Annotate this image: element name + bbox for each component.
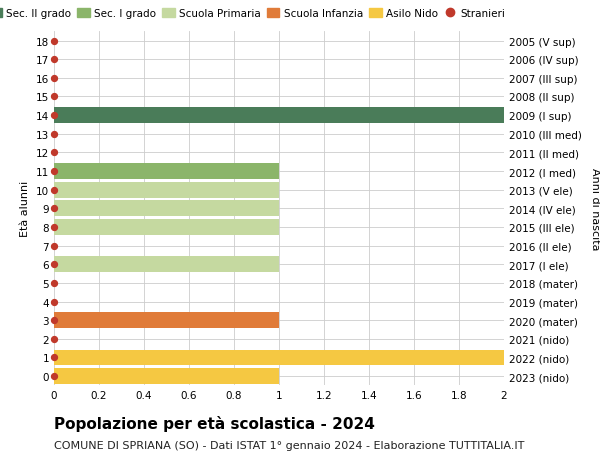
Bar (54, 108, 504, 124)
Point (49, 224, 59, 231)
Bar (54, 219, 279, 235)
Y-axis label: Anni di nascita: Anni di nascita (590, 168, 600, 250)
Bar (54, 164, 279, 179)
Text: COMUNE DI SPRIANA (SO) - Dati ISTAT 1° gennaio 2024 - Elaborazione TUTTITALIA.IT: COMUNE DI SPRIANA (SO) - Dati ISTAT 1° g… (54, 440, 524, 450)
Point (49, 373, 59, 380)
Point (49, 261, 59, 269)
Point (49, 205, 59, 213)
Point (49, 336, 59, 343)
Point (49, 280, 59, 287)
Point (49, 186, 59, 194)
Point (49, 242, 59, 250)
Point (49, 317, 59, 324)
Point (49, 112, 59, 119)
Bar (54, 182, 279, 198)
Bar (54, 201, 279, 217)
Bar (54, 313, 279, 328)
Point (49, 354, 59, 361)
Bar (54, 369, 279, 384)
Point (49, 94, 59, 101)
Point (49, 149, 59, 157)
Point (49, 56, 59, 64)
Point (49, 131, 59, 138)
Point (49, 168, 59, 175)
Y-axis label: Età alunni: Età alunni (20, 181, 31, 237)
Text: Popolazione per età scolastica - 2024: Popolazione per età scolastica - 2024 (54, 415, 375, 431)
Bar (54, 350, 504, 365)
Point (49, 38, 59, 45)
Point (49, 298, 59, 306)
Point (49, 75, 59, 82)
Legend: Sec. II grado, Sec. I grado, Scuola Primaria, Scuola Infanzia, Asilo Nido, Stran: Sec. II grado, Sec. I grado, Scuola Prim… (0, 5, 510, 23)
Bar (54, 257, 279, 273)
